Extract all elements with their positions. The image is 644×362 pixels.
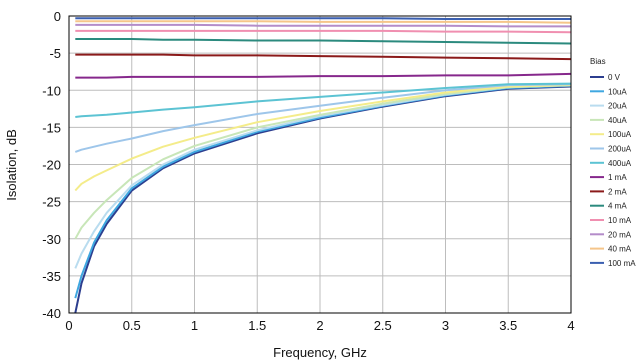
series-line-13 — [75, 17, 571, 20]
x-tick-label: 1.5 — [248, 318, 266, 333]
x-tick-labels: 0 0.5 1 1.5 2 2.5 3 3.5 4 — [65, 318, 574, 333]
y-tick-label: -10 — [42, 83, 61, 98]
x-axis-label: Frequency, GHz — [273, 345, 367, 360]
series-line-10 — [75, 29, 572, 34]
series-line-9 — [75, 38, 572, 45]
legend-label-0: 0 V — [608, 73, 621, 82]
x-tick-label: 2.5 — [374, 318, 392, 333]
series-line-8 — [75, 53, 572, 61]
plot-frame — [68, 15, 572, 314]
legend-label-3: 40uA — [608, 116, 627, 125]
series-line-12 — [75, 20, 572, 24]
y-tick-label: -20 — [42, 158, 61, 173]
legend-label-1: 10uA — [608, 87, 627, 96]
x-tick-label: 0.5 — [123, 318, 141, 333]
x-tick-label: 0 — [65, 318, 72, 333]
legend-label-11: 20 mA — [608, 230, 632, 239]
legend-label-9: 4 mA — [608, 202, 627, 211]
y-tick-label: -15 — [42, 120, 61, 135]
series-lines — [74, 17, 572, 314]
y-tick-label: -35 — [42, 269, 61, 284]
legend-label-13: 100 mA — [608, 259, 636, 268]
y-tick-labels: 0 -5 -10 -15 -20 -25 -30 -35 -40 — [42, 9, 61, 321]
legend-label-4: 100uA — [608, 130, 632, 139]
y-tick-label: 0 — [54, 9, 61, 24]
x-tick-label: 3.5 — [499, 318, 517, 333]
legend-label-8: 2 mA — [608, 187, 627, 196]
series-line-6 — [75, 82, 572, 118]
x-tick-label: 4 — [567, 318, 574, 333]
y-tick-label: -40 — [42, 306, 61, 321]
y-axis-label: Isolation, dB — [4, 129, 19, 201]
series-line-5 — [74, 83, 572, 153]
x-tick-label: 1 — [191, 318, 198, 333]
legend-title: Bias — [590, 57, 606, 66]
legend-label-5: 200uA — [608, 145, 632, 154]
y-tick-label: -30 — [42, 232, 61, 247]
y-tick-label: -25 — [42, 195, 61, 210]
x-tick-label: 3 — [442, 318, 449, 333]
legend-label-2: 20uA — [608, 102, 627, 111]
legend-label-10: 10 mA — [608, 216, 632, 225]
x-tick-label: 2 — [316, 318, 323, 333]
series-line-11 — [75, 23, 571, 28]
legend-label-12: 40 mA — [608, 245, 632, 254]
series-line-4 — [74, 84, 572, 192]
y-tick-label: -5 — [49, 46, 61, 61]
legend-label-7: 1 mA — [608, 173, 627, 182]
series-line-3 — [74, 84, 572, 240]
legend: Bias 0 V 10uA 20uA 40uA 100uA 200uA 400uA 1 mA 2… — [590, 57, 636, 268]
series-line-7 — [75, 72, 572, 79]
legend-label-6: 400uA — [608, 159, 632, 168]
